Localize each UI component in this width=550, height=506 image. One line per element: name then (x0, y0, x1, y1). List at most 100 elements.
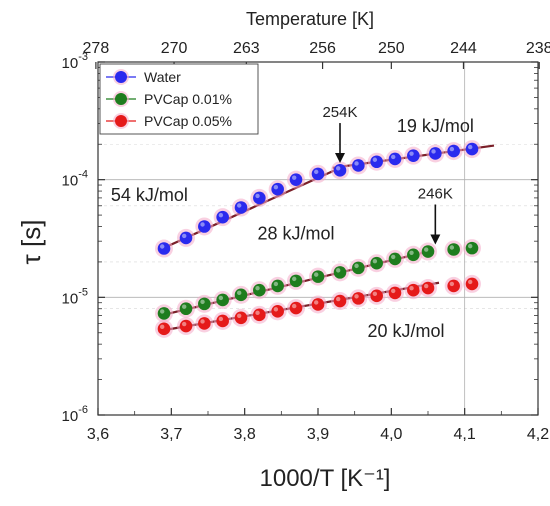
point-highlight (449, 245, 455, 250)
point-highlight (314, 169, 319, 175)
x-tick-label: 3,6 (87, 426, 109, 443)
point-highlight (182, 233, 187, 239)
point-highlight (255, 193, 260, 199)
fit-energy-label: 54 kJ/mol (111, 185, 188, 205)
data-point (388, 286, 402, 300)
data-point (311, 270, 325, 283)
legend-label: PVCap 0.05% (144, 113, 232, 129)
y-tick-base: 10 (62, 55, 79, 72)
data-point (271, 182, 284, 196)
point-highlight (237, 290, 242, 296)
point-highlight (218, 212, 224, 218)
point-highlight (200, 222, 205, 227)
point-highlight (273, 307, 279, 312)
point-highlight (273, 281, 279, 287)
data-point (421, 281, 435, 295)
series-2 (155, 274, 481, 338)
point-highlight (424, 283, 429, 289)
top-tick-label: 263 (233, 40, 260, 57)
data-point (388, 252, 402, 266)
data-point (179, 319, 193, 333)
data-point (311, 298, 325, 311)
data-point (352, 292, 365, 305)
x-tick-label: 3,8 (234, 426, 256, 443)
point-highlight (336, 268, 341, 273)
data-point (253, 308, 266, 322)
annotation-arrow-head (335, 153, 345, 164)
data-point (333, 266, 347, 279)
data-point (198, 220, 211, 233)
y-tick-label: 10-6 (62, 404, 88, 425)
point-highlight (314, 300, 319, 305)
point-highlight (200, 299, 205, 305)
data-point (333, 164, 347, 177)
data-point (216, 314, 229, 328)
point-highlight (372, 259, 378, 264)
data-point (234, 288, 248, 302)
y-tick-base: 10 (62, 408, 79, 425)
data-point (216, 210, 229, 224)
top-tick-label: 270 (161, 40, 188, 57)
data-point (198, 297, 211, 311)
data-point (157, 322, 171, 336)
data-point (447, 279, 460, 293)
point-highlight (468, 279, 473, 285)
point-highlight (182, 321, 187, 327)
data-point (370, 256, 383, 270)
top-tick-label: 238 (526, 40, 550, 57)
point-highlight (468, 144, 473, 150)
top-tick-label: 256 (309, 40, 336, 57)
data-points (155, 140, 481, 338)
data-point (465, 277, 479, 291)
data-point (157, 242, 171, 255)
y-tick-label: 10-5 (62, 286, 88, 307)
fit-energy-label: 20 kJ/mol (367, 321, 444, 341)
annotation-arrow-head (430, 234, 441, 245)
top-tick-label: 244 (450, 40, 477, 57)
x-axis-label: 1000/T [K⁻¹] (260, 465, 391, 492)
data-point (253, 283, 266, 297)
data-point (216, 293, 229, 307)
point-highlight (391, 154, 396, 160)
point-highlight (372, 291, 378, 297)
data-point (447, 243, 460, 256)
x-tick-label: 4,0 (380, 426, 402, 443)
point-highlight (449, 281, 455, 287)
point-highlight (160, 324, 165, 330)
point-highlight (449, 146, 455, 152)
data-point (234, 311, 248, 325)
data-point (198, 317, 211, 330)
point-highlight (431, 149, 436, 154)
point-highlight (182, 304, 187, 309)
data-point (234, 201, 248, 214)
point-highlight (409, 250, 414, 255)
top-tick-label: 250 (378, 40, 405, 57)
point-highlight (237, 313, 242, 318)
y-tick-exponent: -3 (78, 51, 88, 63)
y-tick-base: 10 (62, 290, 79, 307)
point-highlight (372, 157, 378, 162)
data-point (289, 301, 303, 315)
legend-marker (115, 93, 127, 105)
annotation-label: 246K (418, 186, 453, 203)
point-highlight (292, 175, 297, 180)
y-tick-exponent: -4 (78, 169, 88, 181)
point-highlight (314, 272, 319, 277)
legend-marker (115, 115, 127, 127)
data-point (179, 231, 193, 245)
point-highlight (336, 166, 341, 171)
legend-label: Water (144, 69, 181, 85)
point-highlight (354, 294, 359, 299)
data-point (407, 248, 420, 262)
data-point (179, 302, 193, 316)
y-tick-label: 10-3 (62, 51, 88, 72)
x-tick-label: 4,1 (454, 426, 476, 443)
annotations: 254K 246K 54 kJ/mol 19 kJ/mol 28 kJ/mol 20 kJ… (111, 104, 474, 341)
point-highlight (200, 319, 205, 324)
series-1 (155, 239, 481, 323)
data-point (311, 167, 325, 181)
data-point (388, 152, 402, 166)
data-point (271, 279, 284, 293)
point-highlight (336, 296, 341, 302)
